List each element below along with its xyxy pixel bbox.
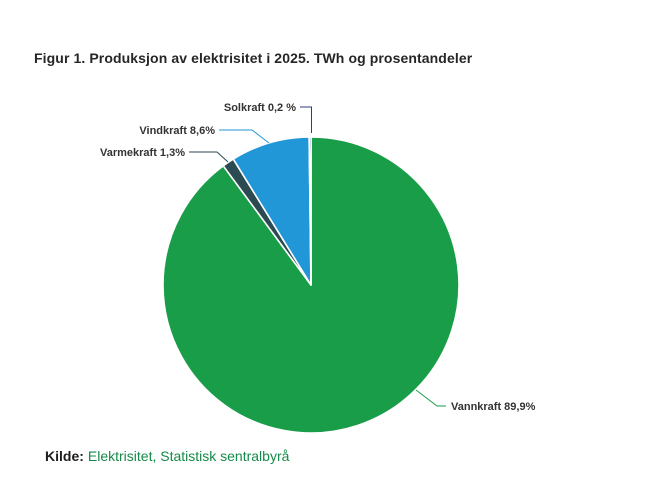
- chart-title: Figur 1. Produksjon av elektrisitet i 20…: [34, 50, 473, 66]
- label-varmekraft: Varmekraft 1,3%: [100, 147, 185, 159]
- source-label: Kilde:: [45, 448, 84, 464]
- label-connectors: [189, 106, 446, 407]
- connector-vannkraft: [415, 389, 446, 407]
- source-link[interactable]: Elektrisitet, Statistisk sentralbyrå: [87, 448, 290, 464]
- source-line: Kilde: Elektrisitet, Statistisk sentralby…: [45, 448, 289, 464]
- label-vindkraft: Vindkraft 8,6%: [139, 125, 215, 137]
- label-solkraft: Solkraft 0,2 %: [224, 102, 296, 114]
- data-labels: Solkraft 0,2 % Vindkraft 8,6% Varmekraft…: [100, 102, 536, 413]
- connector-varmekraft: [189, 151, 229, 163]
- connector-vindkraft: [219, 129, 270, 144]
- pie-slice-solkraft[interactable]: [308, 136, 312, 286]
- label-vannkraft: Vannkraft 89,9%: [451, 401, 536, 413]
- pie-slices: [162, 136, 460, 434]
- connector-solkraft: [300, 106, 312, 133]
